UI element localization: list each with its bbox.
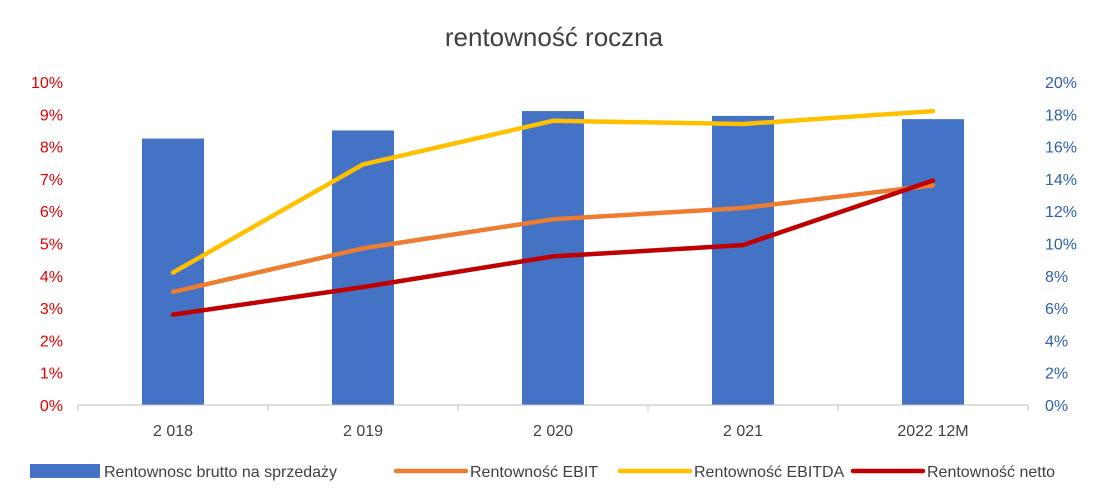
legend: Rentownosc brutto na sprzedaży Rentowność… <box>30 464 1055 481</box>
right-tick-label-4: 8% <box>1045 269 1068 286</box>
x-tick-label-2: 2 020 <box>533 423 573 440</box>
x-tick-label-3: 2 021 <box>723 423 763 440</box>
x-tick-label-0: 2 018 <box>153 423 193 440</box>
left-tick-label-0: 0% <box>40 398 63 415</box>
left-tick-label-9: 9% <box>40 107 63 124</box>
right-tick-label-1: 2% <box>1045 366 1068 383</box>
lines-layer <box>170 108 936 317</box>
bar-4 <box>902 119 964 406</box>
right-tick-label-10: 20% <box>1045 75 1077 92</box>
right-axis-ticks: 0% 2% 4% 6% 8% 10% 12% 14% 16% 18% 20% <box>1045 75 1077 415</box>
right-tick-label-9: 18% <box>1045 107 1077 124</box>
x-tick-marks <box>77 405 1029 411</box>
bars-layer <box>142 111 964 406</box>
right-tick-label-5: 10% <box>1045 237 1077 254</box>
legend-label-3: Rentowność netto <box>927 464 1055 481</box>
series-line-2 <box>170 178 936 317</box>
left-tick-label-1: 1% <box>40 366 63 383</box>
legend-label-0: Rentownosc brutto na sprzedaży <box>104 464 337 481</box>
left-axis-ticks: 0% 1% 2% 3% 4% 5% 6% 7% 8% 9% 10% <box>31 75 63 415</box>
left-tick-label-2: 2% <box>40 333 63 350</box>
left-tick-label-10: 10% <box>31 75 63 92</box>
left-tick-label-6: 6% <box>40 204 63 221</box>
right-tick-label-3: 6% <box>1045 301 1068 318</box>
bar-1 <box>332 130 394 405</box>
left-tick-label-7: 7% <box>40 172 63 189</box>
left-tick-label-8: 8% <box>40 140 63 157</box>
right-tick-label-7: 14% <box>1045 172 1077 189</box>
x-axis-labels: 2 018 2 019 2 020 2 021 2022 12M <box>153 423 969 440</box>
series-line-1 <box>170 108 936 275</box>
right-tick-label-2: 4% <box>1045 333 1068 350</box>
right-tick-label-8: 16% <box>1045 140 1077 157</box>
left-tick-label-4: 4% <box>40 269 63 286</box>
legend-swatch-0 <box>30 464 100 478</box>
x-tick-label-1: 2 019 <box>343 423 383 440</box>
left-tick-label-3: 3% <box>40 301 63 318</box>
x-tick-label-4: 2022 12M <box>897 423 968 440</box>
chart-title: rentowność roczna <box>445 22 664 52</box>
left-tick-label-5: 5% <box>40 237 63 254</box>
right-tick-label-6: 12% <box>1045 204 1077 221</box>
bar-3 <box>712 115 774 405</box>
series-line-0 <box>170 183 936 295</box>
right-tick-label-0: 0% <box>1045 398 1068 415</box>
legend-label-2: Rentowność EBITDA <box>694 464 845 481</box>
legend-label-1: Rentowność EBIT <box>470 464 598 481</box>
